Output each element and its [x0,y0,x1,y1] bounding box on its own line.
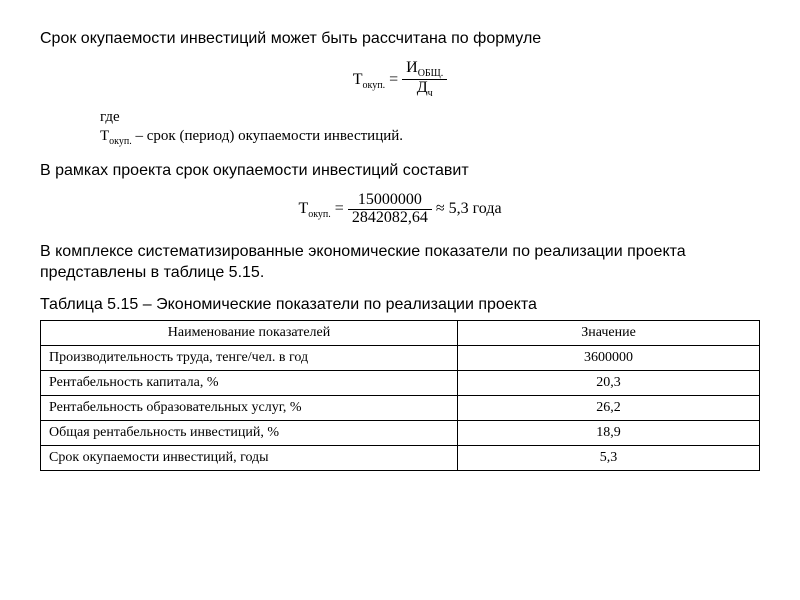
where-label: где [100,109,120,125]
document-page: Срок окупаемости инвестиций может быть р… [0,0,800,481]
formula2-approx: ≈ 5,3 года [432,200,502,217]
table-row: Общая рентабельность инвестиций, % 18,9 [41,420,760,445]
paragraph-3: В комплексе систематизированные экономич… [40,241,760,284]
formula1-lhs-sub: окуп. [363,80,386,91]
table-cell-name: Общая рентабельность инвестиций, % [41,420,458,445]
table-cell-name: Рентабельность образовательных услуг, % [41,395,458,420]
where-symbol-sub: окуп. [109,136,132,147]
table-cell-name: Рентабельность капитала, % [41,370,458,395]
formula2-lhs-main: Т [298,200,308,217]
where-block: где Токуп. – срок (период) окупаемости и… [100,108,760,149]
paragraph-2: В рамках проекта срок окупаемости инвест… [40,160,760,182]
table-cell-value: 3600000 [458,345,760,370]
formula1-fraction: ИОБЩ.Дч [402,60,447,100]
formula1-den-sub: ч [428,88,433,99]
indicators-table: Наименование показателей Значение Произв… [40,320,760,471]
formula-2: Токуп. = 150000002842082,64 ≈ 5,3 года [40,192,760,227]
formula2-num: 15000000 [348,192,432,209]
formula1-eq: = [385,70,402,87]
where-definition: – срок (период) окупаемости инвестиций. [136,128,404,144]
table-cell-value: 26,2 [458,395,760,420]
table-row: Срок окупаемости инвестиций, годы 5,3 [41,445,760,470]
formula2-lhs-sub: окуп. [308,209,331,220]
table-row: Рентабельность образовательных услуг, % … [41,395,760,420]
table-cell-name: Производительность труда, тенге/чел. в г… [41,345,458,370]
table-row: Рентабельность капитала, % 20,3 [41,370,760,395]
table-cell-name: Срок окупаемости инвестиций, годы [41,445,458,470]
formula1-num-main: И [406,59,418,76]
table-caption: Таблица 5.15 – Экономические показатели … [40,296,760,314]
table-row: Производительность труда, тенге/чел. в г… [41,345,760,370]
formula2-fraction: 150000002842082,64 [348,192,432,227]
formula1-den-main: Д [417,79,428,96]
table-cell-value: 20,3 [458,370,760,395]
table-header-name: Наименование показателей [41,320,458,345]
table-header-row: Наименование показателей Значение [41,320,760,345]
intro-paragraph: Срок окупаемости инвестиций может быть р… [40,28,760,50]
table-header-value: Значение [458,320,760,345]
table-cell-value: 18,9 [458,420,760,445]
table-cell-value: 5,3 [458,445,760,470]
where-symbol-main: Т [100,128,109,144]
formula1-num-sub: ОБЩ. [418,68,444,79]
formula2-eq: = [331,200,348,217]
formula2-den: 2842082,64 [348,209,432,227]
formula1-lhs-main: Т [353,70,363,87]
formula-1: Токуп. = ИОБЩ.Дч [40,60,760,100]
